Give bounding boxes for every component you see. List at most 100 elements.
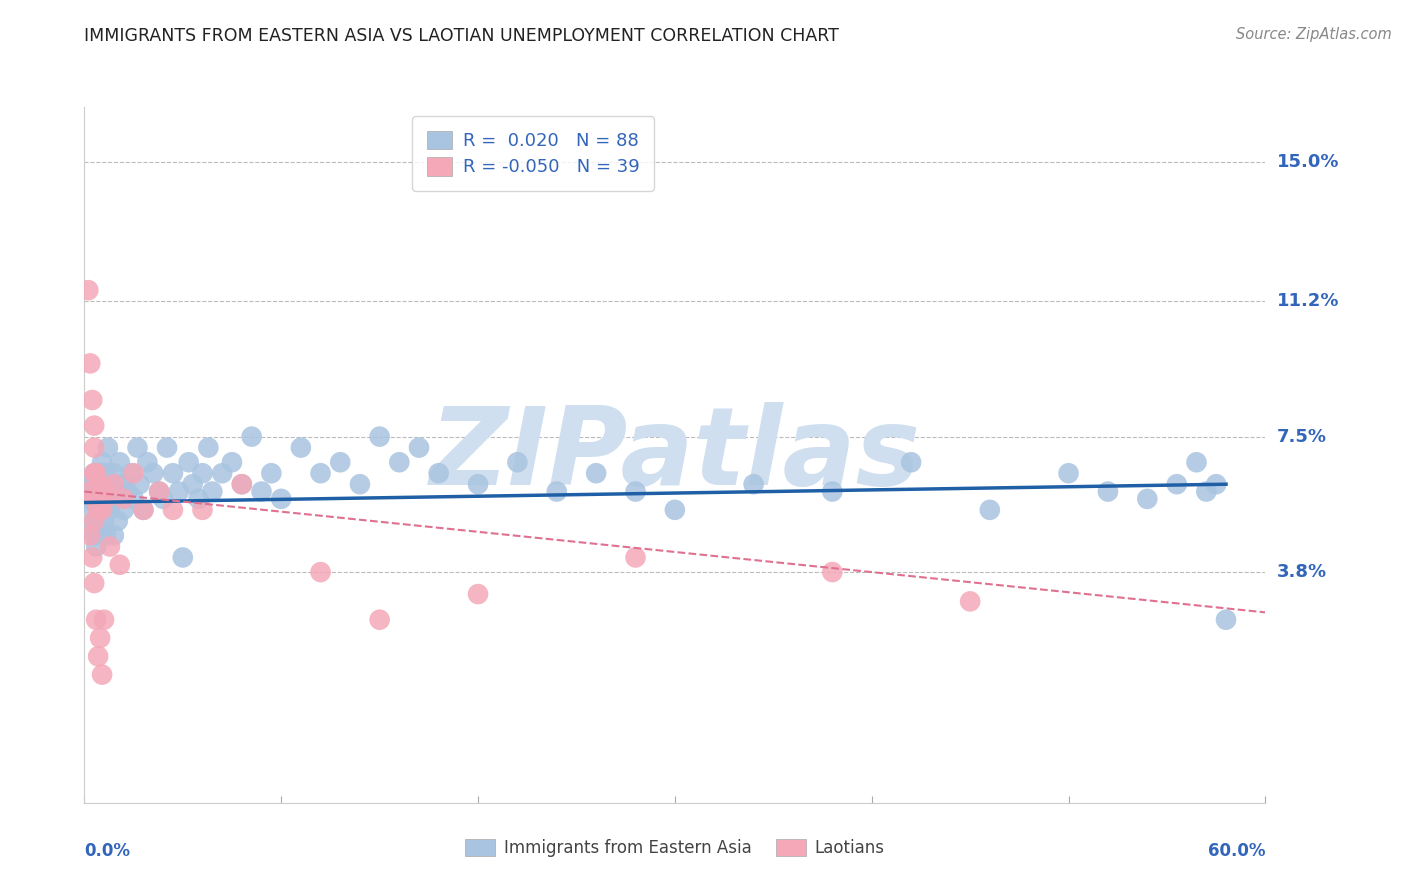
Point (156, 441, 179, 455)
Point (148, 484, 170, 499)
Point (108, 455, 131, 469)
Point (107, 514, 129, 528)
Point (84, 491, 107, 506)
Point (91, 491, 114, 506)
Point (84, 467, 107, 481)
Point (231, 477, 253, 491)
Text: ZIPatlas: ZIPatlas (429, 402, 921, 508)
Point (87, 503, 110, 517)
Point (136, 455, 159, 469)
Point (83, 474, 105, 488)
Point (142, 467, 165, 481)
Point (111, 477, 134, 491)
Point (97, 441, 120, 455)
Point (506, 455, 529, 469)
Text: 3.8%: 3.8% (1277, 563, 1327, 581)
Point (1057, 467, 1080, 481)
Point (97, 491, 120, 506)
Text: 60.0%: 60.0% (1208, 842, 1265, 860)
Text: 0.0%: 0.0% (84, 842, 131, 860)
Point (181, 477, 204, 491)
Point (664, 503, 686, 517)
Point (94, 528, 117, 542)
Point (290, 441, 312, 455)
Point (89, 631, 111, 645)
Point (270, 491, 292, 506)
Point (127, 441, 149, 455)
Point (427, 467, 450, 481)
Point (1097, 484, 1119, 499)
Point (103, 467, 125, 481)
Point (122, 491, 145, 506)
Point (368, 613, 391, 627)
Point (1205, 477, 1227, 491)
Point (83, 467, 105, 481)
Point (98, 540, 121, 554)
Point (329, 455, 352, 469)
Point (87, 649, 110, 664)
Point (309, 565, 332, 579)
Point (103, 477, 125, 491)
Point (77, 484, 100, 499)
Point (84, 540, 107, 554)
Point (177, 455, 200, 469)
Point (152, 491, 174, 506)
Point (89, 484, 111, 499)
Text: 7.5%: 7.5% (1277, 427, 1326, 446)
Point (742, 477, 765, 491)
Point (231, 477, 253, 491)
Point (77, 283, 100, 297)
Point (82, 392, 104, 407)
Point (546, 484, 568, 499)
Point (132, 503, 155, 517)
Point (94, 467, 117, 481)
Text: 15.0%: 15.0% (1277, 153, 1339, 171)
Point (79, 356, 101, 370)
Point (585, 467, 607, 481)
Point (128, 477, 150, 491)
Point (132, 503, 155, 517)
Point (83, 484, 105, 499)
Point (959, 594, 981, 608)
Point (83, 521, 105, 535)
Point (83, 495, 105, 509)
Point (83, 503, 105, 517)
Point (93, 503, 115, 517)
Point (83, 514, 105, 528)
Point (240, 429, 263, 443)
Point (191, 503, 214, 517)
Legend: Immigrants from Eastern Asia, Laotians: Immigrants from Eastern Asia, Laotians (458, 832, 891, 864)
Point (467, 587, 489, 601)
Point (191, 467, 214, 481)
Point (91, 455, 114, 469)
Point (91, 503, 114, 517)
Point (103, 528, 125, 542)
Point (89, 477, 111, 491)
Point (1195, 484, 1218, 499)
Point (162, 467, 184, 481)
Point (87, 477, 110, 491)
Point (167, 484, 190, 499)
Point (79, 528, 101, 542)
Point (121, 467, 143, 481)
Point (624, 484, 647, 499)
Point (349, 477, 371, 491)
Point (172, 550, 194, 565)
Point (309, 467, 332, 481)
Point (1185, 455, 1208, 469)
Point (89, 467, 111, 481)
Point (83, 514, 105, 528)
Text: Source: ZipAtlas.com: Source: ZipAtlas.com (1236, 27, 1392, 42)
Point (197, 441, 219, 455)
Point (117, 484, 139, 499)
Point (148, 484, 170, 499)
Point (112, 503, 135, 517)
Point (89, 521, 111, 535)
Point (821, 565, 844, 579)
Point (187, 491, 209, 506)
Point (82, 477, 104, 491)
Point (82, 550, 104, 565)
Point (1215, 613, 1237, 627)
Point (83, 467, 105, 481)
Point (93, 613, 115, 627)
